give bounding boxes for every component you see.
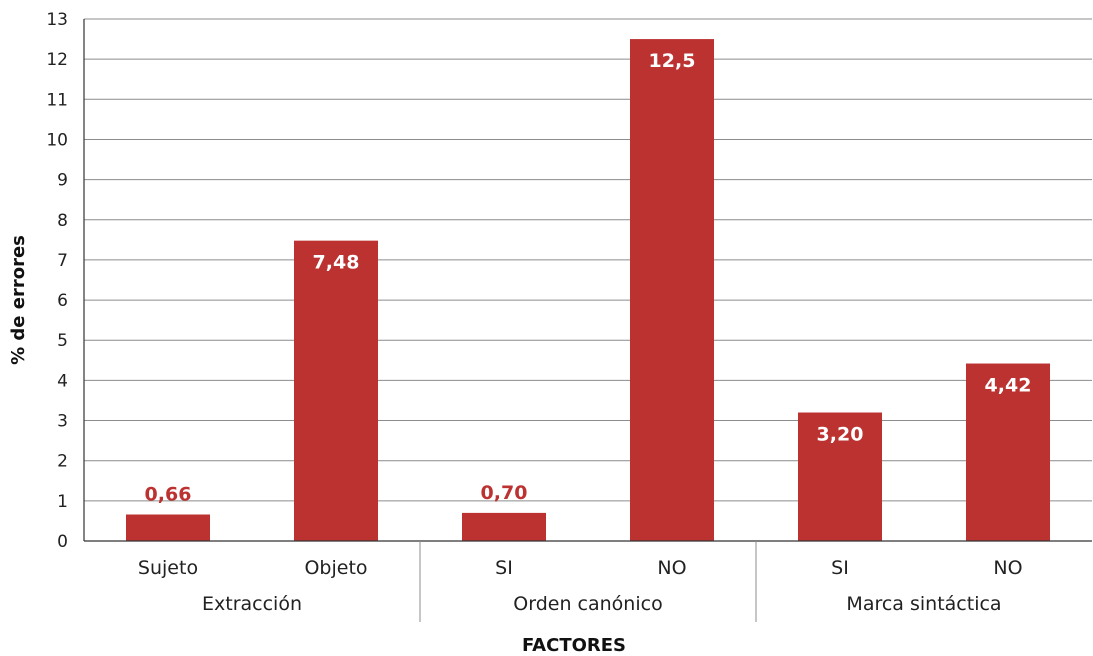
y-tick-label: 10 — [46, 130, 68, 150]
category-label: NO — [993, 557, 1022, 579]
group-label: Orden canónico — [513, 593, 662, 615]
category-label: NO — [657, 557, 686, 579]
data-labels: 0,66 7,48 0,70 12,5 3,20 4,42 — [145, 50, 1032, 505]
data-label: 3,20 — [817, 424, 864, 446]
y-tick-label: 2 — [57, 452, 68, 472]
category-labels: Sujeto Objeto SI NO SI NO — [138, 557, 1023, 579]
x-axis-title: FACTORES — [522, 635, 626, 656]
bar — [966, 363, 1050, 541]
y-tick-label: 12 — [46, 50, 68, 70]
gridlines — [84, 18, 1092, 502]
data-label: 7,48 — [313, 252, 360, 274]
y-tick-label: 11 — [46, 90, 68, 110]
group-label: Extracción — [202, 593, 302, 615]
y-tick-label: 13 — [46, 10, 68, 30]
bar — [630, 39, 714, 541]
group-label: Marca sintáctica — [846, 593, 1001, 615]
group-labels: Extracción Orden canónico Marca sintáctica — [202, 593, 1002, 615]
y-tick-label: 5 — [57, 331, 68, 351]
y-tick-label: 0 — [57, 532, 68, 552]
axes — [83, 19, 1092, 622]
y-tick-label: 6 — [57, 291, 68, 311]
category-label: Objeto — [304, 557, 367, 579]
y-axis-title: % de errores — [8, 235, 29, 365]
bar — [798, 412, 882, 541]
bar — [294, 240, 378, 541]
category-label: SI — [495, 557, 513, 579]
y-tick-label: 4 — [57, 371, 68, 391]
data-label: 4,42 — [985, 375, 1032, 397]
y-tick-label: 1 — [57, 492, 68, 512]
y-tick-label: 3 — [57, 412, 68, 432]
category-label: Sujeto — [138, 557, 198, 579]
bars — [126, 39, 1050, 541]
y-tick-label: 7 — [57, 251, 68, 271]
bar — [462, 512, 546, 541]
y-tick-label: 8 — [57, 211, 68, 231]
category-label: SI — [831, 557, 849, 579]
data-label: 12,5 — [649, 50, 696, 72]
data-label: 0,66 — [145, 483, 192, 505]
data-label: 0,70 — [481, 482, 528, 504]
bar — [126, 514, 210, 541]
y-tick-label: 9 — [57, 171, 68, 191]
